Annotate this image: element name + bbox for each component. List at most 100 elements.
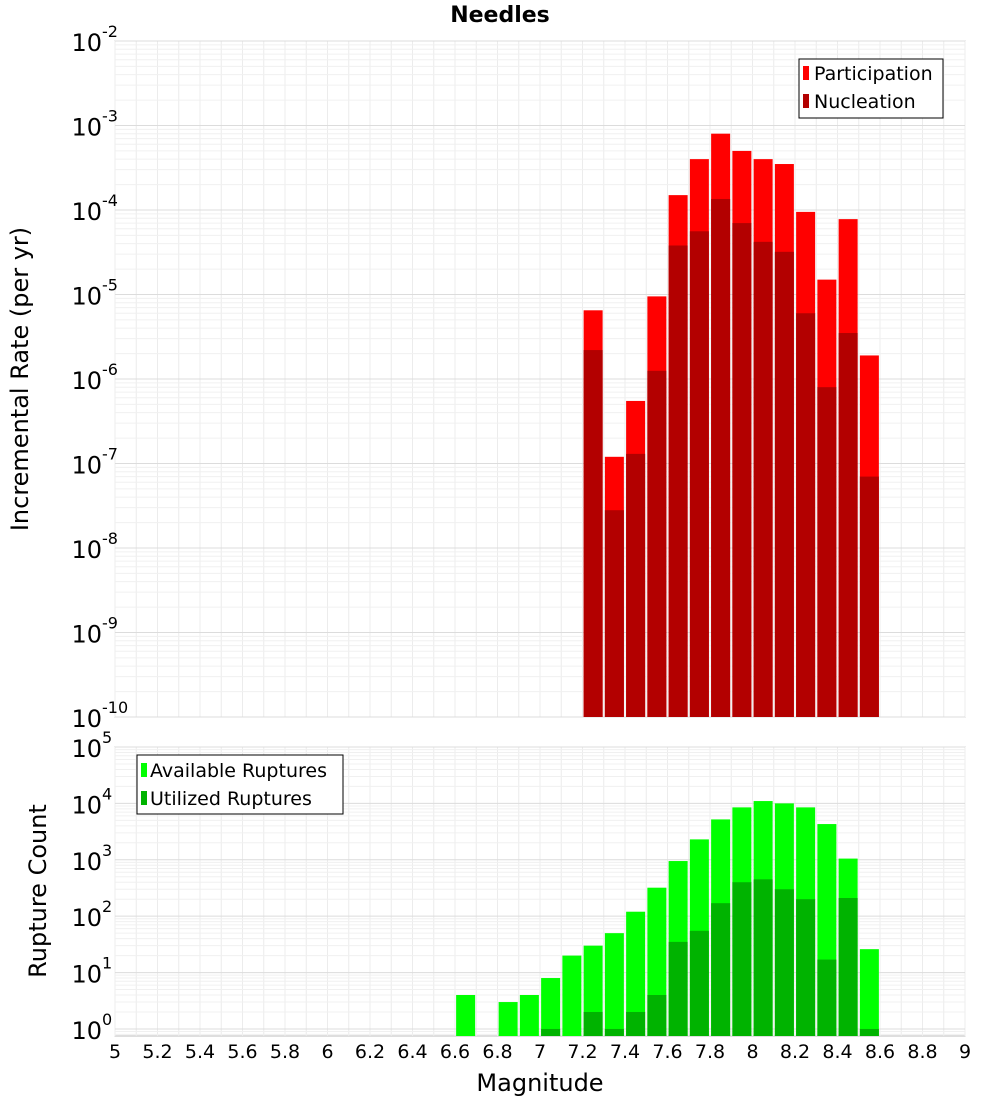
nucleation-bar — [711, 198, 731, 717]
nucleation-bar — [604, 510, 624, 717]
utilized-ruptures-bar — [604, 1028, 624, 1036]
utilized-ruptures-bar — [626, 1011, 646, 1036]
available-legend-label: Available Ruptures — [150, 760, 327, 782]
y-tick-label: 10 — [71, 452, 102, 480]
available-ruptures-bar — [519, 995, 539, 1036]
y-tick-exponent: -8 — [102, 529, 118, 548]
nucleation-legend-label: Nucleation — [814, 91, 916, 113]
nucleation-bar — [859, 476, 879, 717]
y-tick-exponent: -7 — [102, 445, 118, 464]
x-tick-label: 5 — [109, 1041, 121, 1063]
count-y-axis-label: Rupture Count — [24, 804, 52, 978]
available-ruptures-bar — [604, 933, 624, 1036]
count-legend: Available Ruptures Utilized Ruptures — [136, 754, 344, 815]
participation-legend-swatch — [803, 66, 809, 80]
rate-y-axis-label: Incremental Rate (per yr) — [6, 227, 34, 531]
y-tick-label: 10 — [71, 621, 102, 649]
utilized-ruptures-bar — [689, 930, 709, 1036]
x-tick-label: 8.2 — [780, 1041, 810, 1063]
x-tick-label: 6.4 — [397, 1041, 427, 1063]
rate-gridlines — [114, 40, 966, 718]
x-tick-label: 6.2 — [355, 1041, 385, 1063]
nucleation-bar — [647, 370, 667, 717]
y-tick-label: 10 — [71, 536, 102, 564]
nucleation-bar — [732, 223, 752, 717]
y-tick-exponent: -6 — [102, 360, 118, 379]
x-tick-label: 6.6 — [440, 1041, 470, 1063]
available-ruptures-bar — [626, 911, 646, 1036]
y-tick-label: 10 — [71, 198, 102, 226]
nucleation-bar — [753, 241, 773, 717]
utilized-ruptures-bar — [541, 1028, 561, 1036]
x-tick-label: 8.8 — [907, 1041, 937, 1063]
y-tick-label: 10 — [71, 961, 102, 989]
count-bars — [456, 801, 879, 1036]
x-tick-label: 7.6 — [652, 1041, 682, 1063]
available-ruptures-bar — [541, 978, 561, 1036]
utilized-ruptures-bar — [711, 903, 731, 1036]
y-tick-label: 10 — [71, 114, 102, 142]
rate-legend-box — [798, 58, 944, 119]
rate-bars — [583, 133, 879, 718]
utilized-ruptures-bar — [753, 879, 773, 1036]
y-tick-exponent: 4 — [102, 784, 112, 803]
y-tick-label: 10 — [71, 1017, 102, 1045]
utilized-ruptures-bar — [817, 959, 837, 1036]
x-tick-label: 5.4 — [185, 1041, 215, 1063]
y-tick-label: 10 — [71, 29, 102, 57]
available-ruptures-bar — [859, 949, 879, 1036]
utilized-ruptures-bar — [796, 899, 816, 1036]
y-tick-exponent: -4 — [102, 191, 118, 210]
count-x-axis-label: Magnitude — [476, 1069, 603, 1097]
count-gridlines — [114, 746, 966, 1036]
x-tick-label: 6.8 — [482, 1041, 512, 1063]
nucleation-bar — [774, 251, 794, 717]
y-tick-label: 10 — [71, 367, 102, 395]
utilized-ruptures-bar — [732, 882, 752, 1036]
y-tick-exponent: -9 — [102, 614, 118, 633]
utilized-ruptures-bar — [838, 898, 858, 1036]
y-tick-exponent: -5 — [102, 276, 118, 295]
utilized-ruptures-bar — [774, 889, 794, 1036]
x-tick-label: 7.4 — [610, 1041, 640, 1063]
y-tick-label: 10 — [71, 735, 102, 763]
participation-legend-label: Participation — [814, 63, 933, 85]
count-x-ticks: 5 5.2 5.4 5.6 5.8 6 6.2 6.4 6.6 6.8 7 7.2 7.4 7.6 7.8 8… — [109, 1041, 971, 1063]
y-tick-exponent: 5 — [102, 728, 112, 747]
nucleation-bar — [626, 453, 646, 717]
y-tick-exponent: 3 — [102, 841, 112, 860]
available-legend-swatch — [141, 763, 147, 777]
x-tick-label: 5.2 — [142, 1041, 172, 1063]
y-tick-label: 10 — [71, 848, 102, 876]
x-tick-label: 7.8 — [695, 1041, 725, 1063]
chart-title: Needles — [450, 3, 550, 28]
y-tick-label: 10 — [71, 791, 102, 819]
x-tick-label: 7.2 — [567, 1041, 597, 1063]
nucleation-bar — [817, 387, 837, 717]
utilized-ruptures-bar — [859, 1028, 879, 1036]
y-tick-exponent: -3 — [102, 107, 118, 126]
y-tick-label: 10 — [71, 705, 102, 733]
nucleation-bar — [668, 245, 688, 717]
utilized-legend-swatch — [141, 791, 147, 805]
nucleation-bar — [583, 350, 603, 717]
x-tick-label: 7 — [534, 1041, 546, 1063]
y-tick-exponent: 2 — [102, 897, 112, 916]
count-legend-box — [136, 754, 344, 815]
x-tick-label: 5.6 — [227, 1041, 257, 1063]
x-tick-label: 8.4 — [822, 1041, 852, 1063]
nucleation-legend-swatch — [803, 94, 809, 108]
x-tick-label: 8 — [746, 1041, 758, 1063]
x-tick-label: 9 — [959, 1041, 971, 1063]
utilized-ruptures-bar — [668, 941, 688, 1036]
x-tick-label: 6 — [321, 1041, 333, 1063]
utilized-ruptures-bar — [583, 1011, 603, 1036]
nucleation-bar — [838, 333, 858, 717]
x-tick-label: 8.6 — [865, 1041, 895, 1063]
utilized-ruptures-bar — [647, 995, 667, 1036]
nucleation-bar — [689, 231, 709, 717]
